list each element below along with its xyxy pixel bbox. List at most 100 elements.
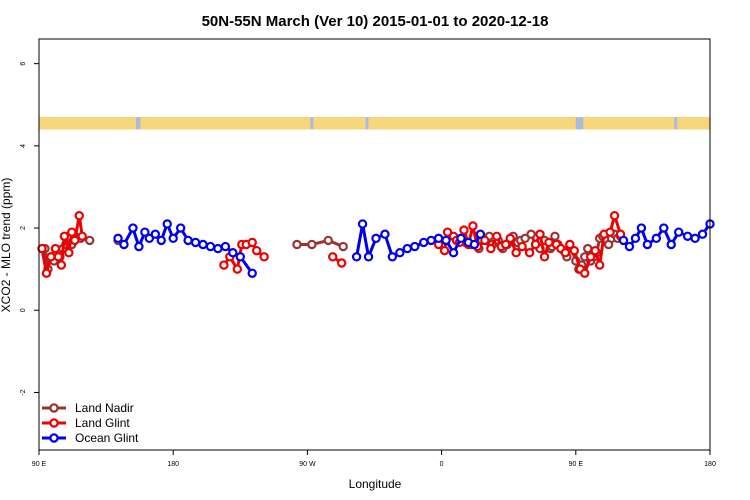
- series-0-point-47: [583, 243, 593, 254]
- series-2-point-24: [380, 229, 390, 239]
- series-1-point-43: [539, 252, 550, 262]
- land-ocean-band: [39, 117, 710, 130]
- series-1-point-37: [505, 233, 515, 244]
- x-axis: 90 E 180 90 W 0 90 E 180: [32, 450, 716, 468]
- series-1-point-12: [219, 260, 229, 270]
- series-0-point-38: [550, 231, 560, 241]
- series-2-point-17: [228, 248, 238, 258]
- chart-title: 50N-55N March (Ver 10) 2015-01-01 to 202…: [202, 13, 549, 30]
- y-tick-label-0: -2: [20, 389, 27, 395]
- series-0-point-17: [323, 235, 333, 246]
- series-1-point-14: [232, 264, 243, 274]
- legend-marker-1: [49, 418, 59, 428]
- series-2-point-8: [162, 219, 172, 229]
- y-tick-label-4: 6: [20, 62, 27, 66]
- legend-item-1: Land Glint: [42, 416, 130, 430]
- series-1-point-52: [586, 252, 596, 262]
- series-2-point-26: [395, 248, 405, 258]
- legend-item-0: Land Nadir: [42, 401, 134, 415]
- series-1-point-11: [77, 231, 87, 241]
- series-1-point-18: [252, 245, 262, 256]
- series-1-point-10: [74, 211, 84, 221]
- series-2-point-16: [220, 241, 231, 252]
- series-1-point-19: [259, 252, 269, 262]
- series-2-point-33: [448, 248, 459, 258]
- series-1-point-30: [468, 221, 478, 231]
- series-1-point-21: [336, 258, 347, 268]
- series-1-point-47: [560, 248, 571, 258]
- plot-frame: [38, 38, 711, 451]
- series-1-point-57: [609, 211, 620, 221]
- series-2-point-0: [113, 233, 123, 244]
- series-1-point-53: [590, 245, 600, 256]
- series-2-point-7: [156, 235, 166, 246]
- series-2-point-44: [659, 223, 669, 233]
- series-1-point-38: [511, 248, 521, 258]
- series-2-point-1: [119, 239, 129, 250]
- series-1-point-51: [580, 268, 590, 278]
- series-2-point-2: [128, 223, 138, 233]
- series-2-point-27: [402, 243, 413, 254]
- series-1-point-4: [53, 252, 64, 262]
- series-1-point-42: [535, 229, 545, 239]
- series-1-point-6: [59, 231, 70, 241]
- series-2-point-12: [190, 237, 201, 248]
- series-2-point-6: [150, 229, 161, 239]
- series-1-point-32: [480, 235, 490, 246]
- series-0-point-13: [84, 235, 95, 246]
- series-2-point-49: [697, 229, 708, 239]
- series-1-point-33: [486, 243, 496, 254]
- series-1-point-2: [46, 252, 56, 262]
- series-1-point-54: [594, 260, 605, 270]
- series-2-point-11: [183, 235, 193, 246]
- series-1-point-8: [67, 227, 77, 237]
- series-2-point-48: [690, 233, 700, 244]
- series-0-point-31: [520, 233, 530, 244]
- series-1-point-20: [328, 252, 338, 262]
- series-2-point-36: [469, 239, 480, 250]
- series-2-point-31: [433, 233, 444, 244]
- series-2-point-22: [363, 252, 374, 262]
- land-band-segment-3: [368, 117, 576, 130]
- land-band-segment-0: [39, 117, 136, 130]
- y-axis-label: XCO2 - MLO trend (ppm): [0, 178, 13, 313]
- series-1-point-1: [41, 268, 52, 278]
- x-tick-label-1: 180: [167, 461, 179, 468]
- series-1-point-49: [569, 245, 580, 256]
- series-2-point-13: [198, 239, 208, 250]
- x-tick-label-0: 90 E: [32, 461, 47, 468]
- series-2: [113, 219, 715, 278]
- series-2-point-42: [642, 239, 653, 250]
- legend-marker-0: [49, 403, 59, 413]
- y-tick-label-2: 2: [20, 226, 27, 230]
- series-1-point-3: [50, 243, 61, 254]
- land-band-segment-1: [140, 117, 311, 130]
- series-1-point-48: [565, 239, 575, 250]
- series-1-point-9: [70, 235, 80, 246]
- series-layer: [37, 211, 715, 278]
- legend-label-0: Land Nadir: [75, 401, 134, 415]
- series-1-point-28: [459, 225, 469, 235]
- series-2-point-37: [475, 229, 486, 239]
- series-2-point-29: [419, 237, 429, 248]
- legend-item-2: Ocean Glint: [42, 431, 139, 445]
- series-2-point-41: [636, 223, 647, 233]
- series-2-point-34: [456, 233, 466, 244]
- series-1-point-36: [501, 239, 511, 250]
- y-tick-label-1: 0: [20, 308, 27, 312]
- series-2-point-19: [247, 268, 257, 278]
- series-1-point-40: [524, 248, 535, 258]
- series-2-point-14: [205, 241, 216, 252]
- series-0-point-32: [526, 229, 536, 239]
- series-1-point-44: [544, 237, 554, 248]
- series-1-point-0: [37, 243, 47, 254]
- land-band-segment-4: [583, 117, 675, 130]
- series-1-point-34: [492, 231, 502, 241]
- series-1-point-56: [605, 227, 615, 237]
- series-2-point-20: [351, 252, 362, 262]
- series-2-point-4: [140, 227, 150, 237]
- series-2-point-46: [673, 227, 684, 237]
- y-axis: -2 0 2 4 6: [20, 62, 39, 396]
